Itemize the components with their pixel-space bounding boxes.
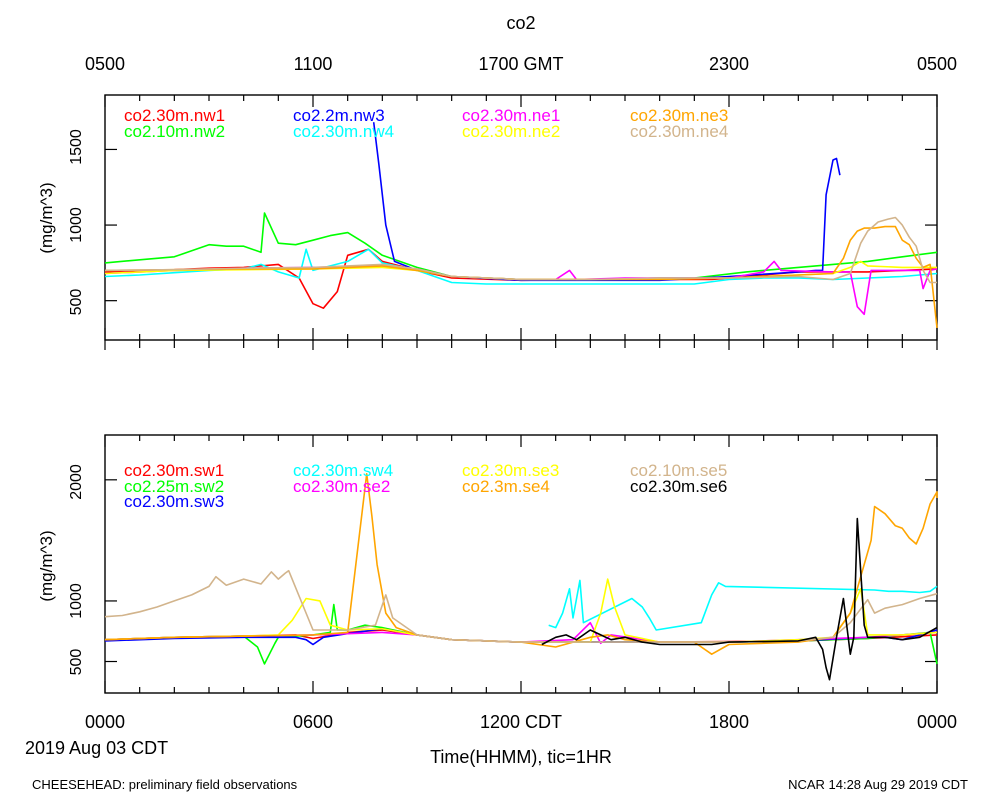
footer-right: NCAR 14:28 Aug 29 2019 CDT [788, 777, 968, 792]
legend-co2-30m-ne2: co2.30m.ne2 [462, 122, 560, 141]
bottom-y-tick-500: 500 [68, 649, 85, 676]
legend-co2-30m-se2: co2.30m.se2 [293, 477, 390, 496]
x-axis-label: Time(HHMM), tic=1HR [430, 747, 612, 767]
top-panel-y-tick-labels: 500 1000 1500 [68, 129, 85, 315]
date-label: 2019 Aug 03 CDT [25, 738, 168, 758]
top-axis-label-0500b: 0500 [917, 54, 957, 74]
series-line-co2-3m-se4 [104, 472, 938, 656]
series-line-co2-25m-sw2 [104, 603, 938, 665]
series-line-co2-30m-ne4 [104, 216, 937, 284]
legend-co2-25m-sw2: co2.25m.sw2 [124, 477, 224, 496]
legend-co2-30m-nw1: co2.30m.nw1 [124, 106, 225, 125]
legend-co2-10m-se5: co2.10m.se5 [630, 461, 727, 480]
top-panel-ylabel: (mg/m^3) [37, 182, 56, 253]
series-line-co2-10m-se5 [104, 569, 938, 643]
bottom-axis-label-0600: 0600 [293, 712, 333, 732]
bottom-panel-ticks [104, 435, 938, 693]
top-panel-ticks [104, 95, 938, 350]
bottom-axis-label-1800: 1800 [709, 712, 749, 732]
bottom-panel-y-tick-labels: 500 1000 2000 [68, 464, 85, 675]
series-line-co2-10m-nw2 [104, 212, 938, 281]
bottom-cdt-axis-labels: 0000 0600 1200 CDT 1800 0000 [85, 712, 957, 732]
bottom-panel-ylabel: (mg/m^3) [37, 530, 56, 601]
series-line-co2-2m-nw3 [372, 122, 841, 282]
footer-left: CHEESEHEAD: preliminary field observatio… [32, 777, 298, 792]
legend-co2-30m-sw1: co2.30m.sw1 [124, 461, 224, 480]
legend-co2-3m-se4: co2.3m.se4 [462, 477, 550, 496]
bottom-y-tick-1000: 1000 [68, 583, 85, 619]
chart-title: co2 [506, 13, 535, 33]
series-line-co2-30m-ne3 [104, 225, 938, 328]
top-panel: 500 1000 1500 (mg/m^3) co2.30m.nw1 co2.1… [37, 94, 938, 350]
top-y-tick-1500: 1500 [68, 129, 85, 165]
legend-co2-30m-se6: co2.30m.se6 [630, 477, 727, 496]
bottom-axis-label-0000b: 0000 [917, 712, 957, 732]
top-axis-label-1700: 1700 GMT [478, 54, 563, 74]
bottom-axis-label-1200: 1200 CDT [480, 712, 562, 732]
legend-co2-2m-nw3: co2.2m.nw3 [293, 106, 385, 125]
legend-co2-30m-ne3: co2.30m.ne3 [630, 106, 728, 125]
top-axis-label-1100: 1100 [294, 54, 333, 74]
bottom-y-tick-2000: 2000 [68, 464, 85, 500]
legend-co2-10m-nw2: co2.10m.nw2 [124, 122, 225, 141]
legend-co2-30m-se3: co2.30m.se3 [462, 461, 559, 480]
top-panel-legend: co2.30m.nw1 co2.10m.nw2 co2.2m.nw3 co2.3… [124, 106, 728, 141]
top-axis-label-0500a: 0500 [85, 54, 125, 74]
legend-co2-30m-ne1: co2.30m.ne1 [462, 106, 560, 125]
series-line-co2-30m-se6 [541, 517, 938, 681]
top-y-tick-1000: 1000 [68, 207, 85, 243]
legend-co2-30m-sw3: co2.30m.sw3 [124, 492, 224, 511]
series-line-co2-30m-sw4 [548, 579, 938, 631]
top-gmt-axis-labels: 0500 1100 1700 GMT 2300 0500 [85, 54, 957, 74]
top-axis-label-2300: 2300 [709, 54, 749, 74]
top-y-tick-500: 500 [68, 289, 85, 316]
top-panel-series [104, 122, 938, 328]
legend-co2-30m-nw4: co2.30m.nw4 [293, 122, 394, 141]
bottom-axis-label-0000a: 0000 [85, 712, 125, 732]
legend-co2-30m-sw4: co2.30m.sw4 [293, 461, 393, 480]
legend-co2-30m-ne4: co2.30m.ne4 [630, 122, 728, 141]
bottom-panel: 500 1000 2000 (mg/m^3) co2.30m.sw1 co2.2… [37, 434, 938, 694]
bottom-panel-series [104, 472, 938, 681]
bottom-panel-legend: co2.30m.sw1 co2.25m.sw2 co2.30m.sw3 co2.… [124, 461, 727, 511]
